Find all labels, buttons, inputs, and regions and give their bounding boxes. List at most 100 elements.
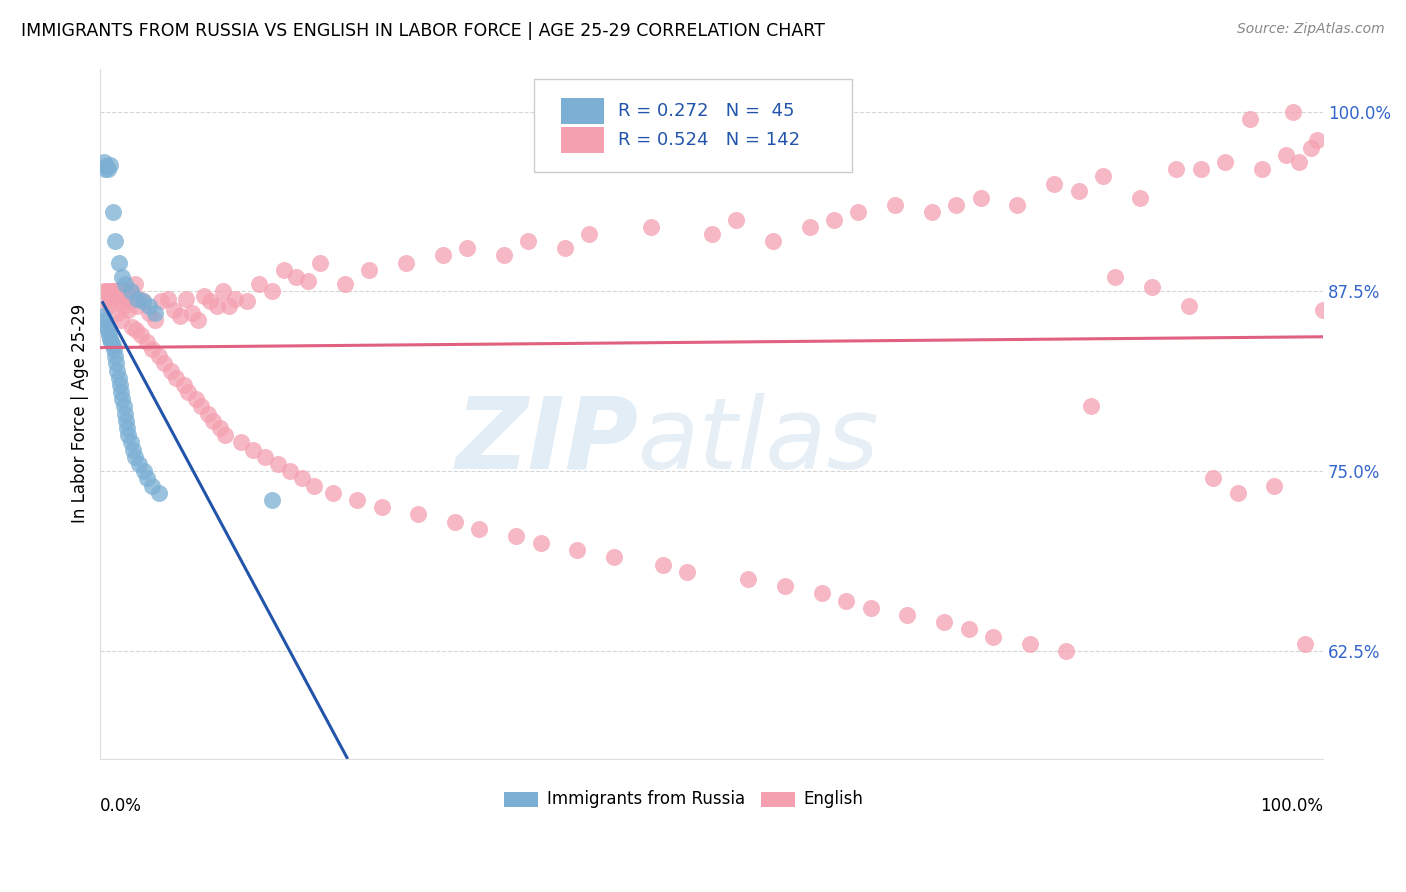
Point [1275, 148, 1298, 162]
Point [205, 299, 228, 313]
Point [134, 464, 156, 478]
Point [107, 285, 129, 299]
Point [132, 294, 155, 309]
Point [111, 270, 134, 285]
Point [810, 586, 832, 600]
Point [97, 162, 120, 177]
Point [432, 248, 454, 262]
Point [1281, 104, 1303, 119]
Point [214, 428, 236, 442]
Point [148, 349, 170, 363]
Point [1166, 162, 1188, 177]
Point [117, 421, 139, 435]
Point [505, 529, 527, 543]
Point [1067, 184, 1090, 198]
Point [181, 306, 204, 320]
Point [468, 522, 491, 536]
Point [304, 478, 326, 492]
Point [773, 579, 796, 593]
Point [309, 255, 332, 269]
Point [209, 421, 232, 435]
Point [112, 299, 135, 313]
Point [1263, 478, 1285, 492]
Point [97, 327, 120, 342]
Point [145, 306, 167, 320]
Point [115, 292, 138, 306]
Point [700, 227, 723, 241]
Point [970, 191, 993, 205]
Point [156, 292, 179, 306]
Point [1043, 177, 1066, 191]
Point [114, 407, 136, 421]
Point [169, 309, 191, 323]
Point [111, 285, 134, 299]
Point [529, 536, 551, 550]
Point [100, 334, 122, 349]
Point [957, 623, 980, 637]
Point [96, 159, 118, 173]
Point [124, 450, 146, 464]
Text: Immigrants from Russia: Immigrants from Russia [547, 789, 745, 808]
Point [110, 385, 132, 400]
Point [98, 158, 121, 172]
Point [141, 342, 163, 356]
Point [1299, 140, 1322, 154]
Point [224, 292, 246, 306]
Point [174, 292, 197, 306]
Point [163, 303, 186, 318]
Y-axis label: In Labor Force | Age 25-29: In Labor Force | Age 25-29 [72, 304, 89, 524]
Point [110, 313, 132, 327]
Text: 0.0%: 0.0% [100, 797, 142, 814]
Point [138, 306, 160, 320]
Point [1226, 485, 1249, 500]
Point [456, 241, 478, 255]
Point [97, 285, 120, 299]
Point [145, 313, 167, 327]
Point [346, 492, 368, 507]
Bar [561, 97, 605, 124]
Point [884, 198, 907, 212]
Point [103, 342, 125, 356]
Point [567, 543, 589, 558]
Text: IMMIGRANTS FROM RUSSIA VS ENGLISH IN LABOR FORCE | AGE 25-29 CORRELATION CHART: IMMIGRANTS FROM RUSSIA VS ENGLISH IN LAB… [21, 22, 825, 40]
Point [200, 294, 222, 309]
Point [1189, 162, 1212, 177]
Point [114, 285, 136, 299]
Point [1294, 637, 1316, 651]
Point [105, 356, 128, 370]
Point [184, 392, 207, 407]
Point [177, 385, 200, 400]
Point [236, 294, 259, 309]
Point [129, 327, 152, 342]
Point [218, 299, 240, 313]
Point [848, 205, 870, 219]
Point [981, 630, 1004, 644]
Point [676, 565, 699, 579]
Point [150, 294, 173, 309]
Point [285, 270, 308, 285]
Point [100, 294, 122, 309]
Point [187, 313, 209, 327]
Point [96, 285, 118, 299]
Point [121, 320, 143, 334]
Point [201, 414, 224, 428]
Point [128, 457, 150, 471]
Point [128, 292, 150, 306]
Point [1129, 191, 1152, 205]
Point [153, 356, 176, 370]
Point [554, 241, 576, 255]
Point [1177, 299, 1199, 313]
Point [247, 277, 270, 292]
Point [266, 457, 288, 471]
Point [322, 485, 344, 500]
Point [120, 435, 142, 450]
Point [1092, 169, 1115, 184]
Point [278, 464, 301, 478]
Bar [503, 792, 538, 807]
Point [1202, 471, 1225, 485]
Point [104, 285, 127, 299]
Point [101, 285, 124, 299]
Point [896, 607, 918, 622]
Point [91, 309, 114, 323]
Point [1018, 637, 1040, 651]
